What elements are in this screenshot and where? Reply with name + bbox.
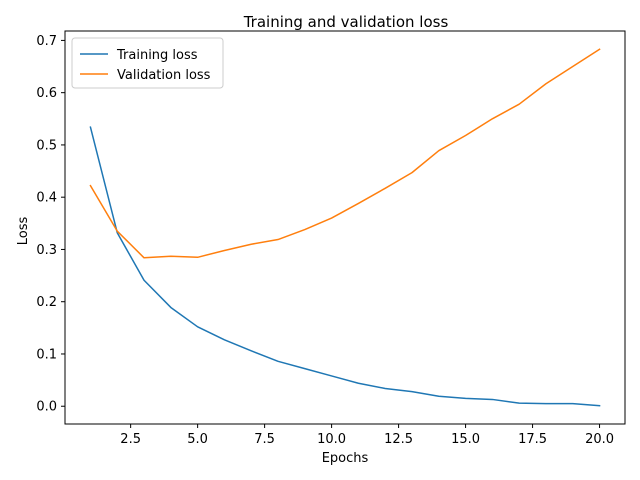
x-tick-label: 20.0 [585,432,614,447]
legend-label-training-loss: Training loss [116,48,198,63]
x-tick-label: 15.0 [451,432,480,447]
legend: Training loss Validation loss [71,37,224,89]
x-axis: 2.5 5.0 7.5 10.0 12.5 15.0 17.5 20.0 [120,424,614,447]
x-tick-label: 7.5 [254,432,275,447]
y-axis: 0.0 0.1 0.2 0.3 0.4 0.5 0.6 0.7 [36,34,65,415]
x-tick-label: 12.5 [384,432,413,447]
y-tick-label: 0.5 [36,138,57,153]
series-line-validation-loss [89,48,601,259]
y-tick-label: 0.4 [36,191,57,206]
x-tick-label: 2.5 [120,432,141,447]
y-axis-title: Loss [16,217,31,246]
x-axis-title: Epochs [322,451,369,466]
y-tick-label: 0.6 [36,86,57,101]
y-tick-label: 0.3 [36,243,57,258]
legend-box [71,37,224,89]
y-tick-label: 0.7 [36,34,57,49]
x-tick-label: 10.0 [317,432,346,447]
y-tick-label: 0.0 [36,400,57,415]
chart-title: Training and validation loss [243,13,449,31]
x-tick-label: 5.0 [187,432,208,447]
plot-frame [64,30,626,425]
y-tick-label: 0.1 [36,347,57,362]
series-line-training-loss [89,126,601,407]
x-tick-label: 17.5 [518,432,547,447]
legend-label-validation-loss: Validation loss [117,68,211,83]
plot-area [89,48,601,407]
y-tick-label: 0.2 [36,295,57,310]
